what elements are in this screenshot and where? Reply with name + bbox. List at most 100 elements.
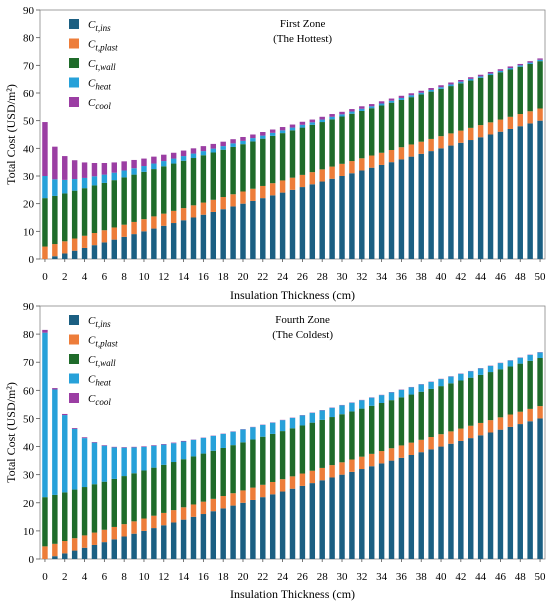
y-axis: 0 10 20 30 40 50 60 70 80 90 [23,301,40,566]
bar-segment-wall [388,102,395,150]
bar-segment-wall [428,388,434,437]
bar-segment-ins [349,471,355,559]
bar-segment-cool [339,111,345,115]
bar-segment-ins [398,159,405,259]
bar-segment-wall [81,188,88,236]
bar-segment-plast [180,208,187,221]
bar-segment-heat [240,429,246,443]
legend-label-cool: Ccool [88,97,111,111]
bar-segment-wall [42,198,48,247]
bar-segment-wall [458,380,464,429]
x-tick-label: 0 [42,571,48,583]
bar-segment-plast [388,149,395,163]
bar-segment-wall [359,408,365,457]
bar-segment-cool [91,163,98,177]
bar-segment-plast [438,136,444,149]
bar-segment-heat [111,447,117,479]
bar-segment-plast [378,451,385,464]
bar-segment-wall [101,182,108,231]
bar-segment-ins [190,217,197,259]
bar-segment-ins [131,533,137,559]
bar-segment-heat [151,445,157,468]
bar-segment-wall [329,417,335,466]
bar-segment-heat [438,87,444,89]
bar-segment-plast [468,127,474,141]
bar-segment-plast [458,428,464,441]
zone-subtitle: (The Coldest) [272,329,333,341]
bar-segment-ins [507,128,514,259]
x-axis-title: Insulation Thickness (cm) [230,587,355,601]
x-tick-label: 6 [102,271,108,283]
y-tick-label: 70 [23,357,35,369]
bar-segment-cool [131,159,137,169]
bar-segment-ins [537,418,543,559]
bar-segment-plast [250,487,256,500]
bar-segment-cool [91,442,98,443]
bar-segment-cool [71,428,78,429]
bar-segment-plast [141,518,147,531]
bar-segment-heat [260,424,266,437]
bar-segment-heat [418,92,424,95]
bar-segment-wall [220,149,226,198]
bar-segment-ins [477,435,484,559]
bar-segment-plast [388,448,395,461]
x-tick-label: 22 [257,571,268,583]
bar-segment-ins [368,167,375,259]
bar-segment-wall [200,453,207,502]
bar-segment-cool [260,132,266,136]
bar-segment-heat [349,402,355,412]
y-tick-label: 20 [23,498,35,510]
bar-segment-ins [240,502,246,559]
bar-segment-plast [52,543,58,557]
legend-label-wall: Ct,wall [88,354,116,368]
bar-segment-plast [190,504,197,517]
bar-segment-heat [349,111,355,114]
bar-segment-wall [359,110,365,159]
legend-label-ins: Ct,ins [88,19,111,33]
bar-segment-plast [62,241,68,254]
bar-segment-plast [448,431,454,444]
bar-segment-wall [260,138,266,186]
bar-segment-heat [289,417,296,429]
legend-swatch-heat [69,77,79,88]
bar-segment-wall [190,456,197,505]
legend-label-base: C [88,354,96,366]
bar-segment-plast [448,133,454,146]
bar-segment-wall [71,489,78,539]
bar-segment-cool [101,445,108,446]
bar-segment-cool [517,63,523,66]
bar-segment-plast [279,479,286,492]
x-tick-label: 10 [138,571,150,583]
x-tick-label: 4 [82,571,88,583]
bar-segment-wall [190,158,197,206]
legend-label-base: C [88,335,96,347]
bar-segment-heat [388,392,395,401]
bar-segment-wall [537,61,543,109]
bar-segment-ins [497,131,504,259]
bar-segment-cool [161,444,167,445]
chart-panel-1: 0 10 20 30 40 50 60 70 80 90 Total Cost (USD/m²) 0 2… [4,5,546,302]
bar-segment-ins [428,449,434,559]
bar-segment-cool [52,146,58,180]
legend-label-subscript: t,plast [95,339,118,349]
bar-segment-plast [71,238,78,251]
bar-segment-plast [101,230,108,243]
bar-segment-heat [200,151,207,156]
bar-segment-heat [497,363,504,370]
bars [42,58,543,260]
bar-segment-cool [62,413,68,416]
x-tick-label: 30 [337,271,349,283]
bar-segment-heat [507,68,514,70]
bar-segment-cool [81,162,88,178]
bar-segment-plast [458,130,464,143]
bar-segment-plast [230,194,236,207]
bar-segment-cool [398,95,405,98]
bar-segment-ins [260,497,266,559]
bar-segment-ins [141,530,147,559]
bar-segment-cool [71,160,78,180]
bar-segment-wall [141,171,147,220]
bar-segment-heat [408,95,415,98]
bar-segment-heat [438,379,444,387]
bar-segment-ins [517,424,523,559]
bar-segment-ins [418,153,424,259]
